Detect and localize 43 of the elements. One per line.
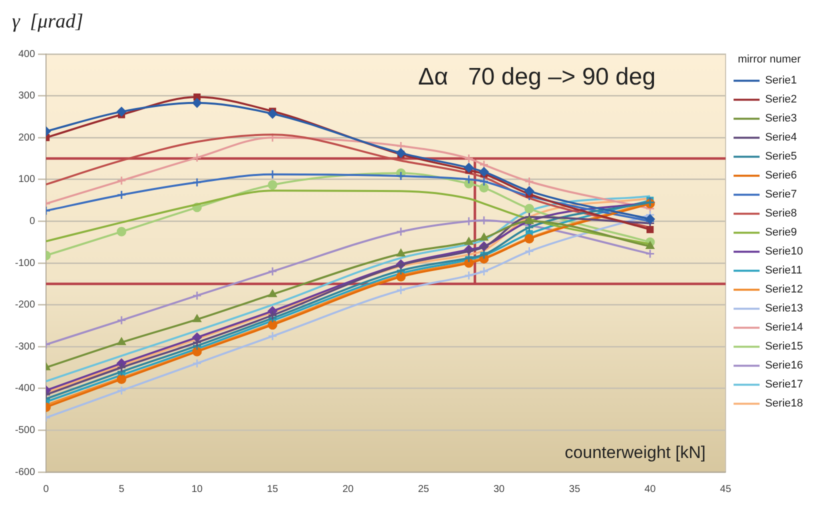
y-tick-label: -500	[15, 424, 36, 436]
y-tick-label: 0	[29, 216, 36, 227]
legend-label: Serie2	[765, 94, 797, 106]
legend-label: Serie1	[765, 74, 797, 87]
y-tick-label: -300	[15, 341, 36, 352]
y-axis-title: γ [μrad]	[12, 10, 84, 32]
legend-label: Serie9	[765, 226, 797, 239]
legend-label: Serie14	[765, 322, 804, 334]
x-tick-label: 0	[43, 484, 50, 495]
legend-label: Serie3	[765, 112, 797, 125]
y-tick-label: -400	[15, 383, 36, 394]
legend-label: Serie12	[765, 284, 804, 296]
legend-label: Serie11	[765, 264, 802, 277]
legend-label: Serie17	[765, 378, 804, 391]
x-tick-label: 40	[644, 484, 656, 495]
legend-label: Serie10	[765, 246, 804, 258]
x-tick-label: 45	[720, 484, 732, 495]
legend-label: Serie8	[765, 208, 797, 220]
legend-label: Serie6	[765, 170, 797, 182]
legend-title: mirror numer	[738, 54, 802, 66]
legend-label: Serie13	[765, 302, 804, 315]
x-tick-label: 10	[191, 484, 204, 495]
legend-label: Serie16	[765, 360, 804, 372]
legend-label: Serie5	[765, 150, 797, 163]
y-tick-label: -100	[15, 258, 36, 269]
x-tick-label: 15	[266, 484, 279, 495]
x-tick-label: 30	[494, 484, 506, 495]
y-tick-label: 300	[18, 90, 36, 102]
y-tick-label: 400	[18, 48, 36, 60]
x-tick-label: 20	[342, 484, 354, 495]
chart-title: Δα 70 deg –> 90 deg	[418, 64, 656, 91]
x-axis-title: counterweight [kN]	[564, 443, 706, 462]
y-tick-label: -200	[15, 300, 36, 311]
y-tick-label: 200	[18, 132, 36, 144]
x-tick-label: 5	[118, 484, 125, 495]
y-tick-label: -600	[15, 466, 36, 478]
y-tick-label: 100	[18, 174, 36, 186]
legend-label: Serie4	[765, 132, 797, 144]
x-tick-label: 35	[569, 484, 581, 495]
x-tick-label: 25	[418, 484, 430, 495]
legend-label: Serie7	[765, 188, 797, 201]
legend-label: Serie15	[765, 340, 804, 353]
legend-label: Serie18	[765, 398, 804, 410]
